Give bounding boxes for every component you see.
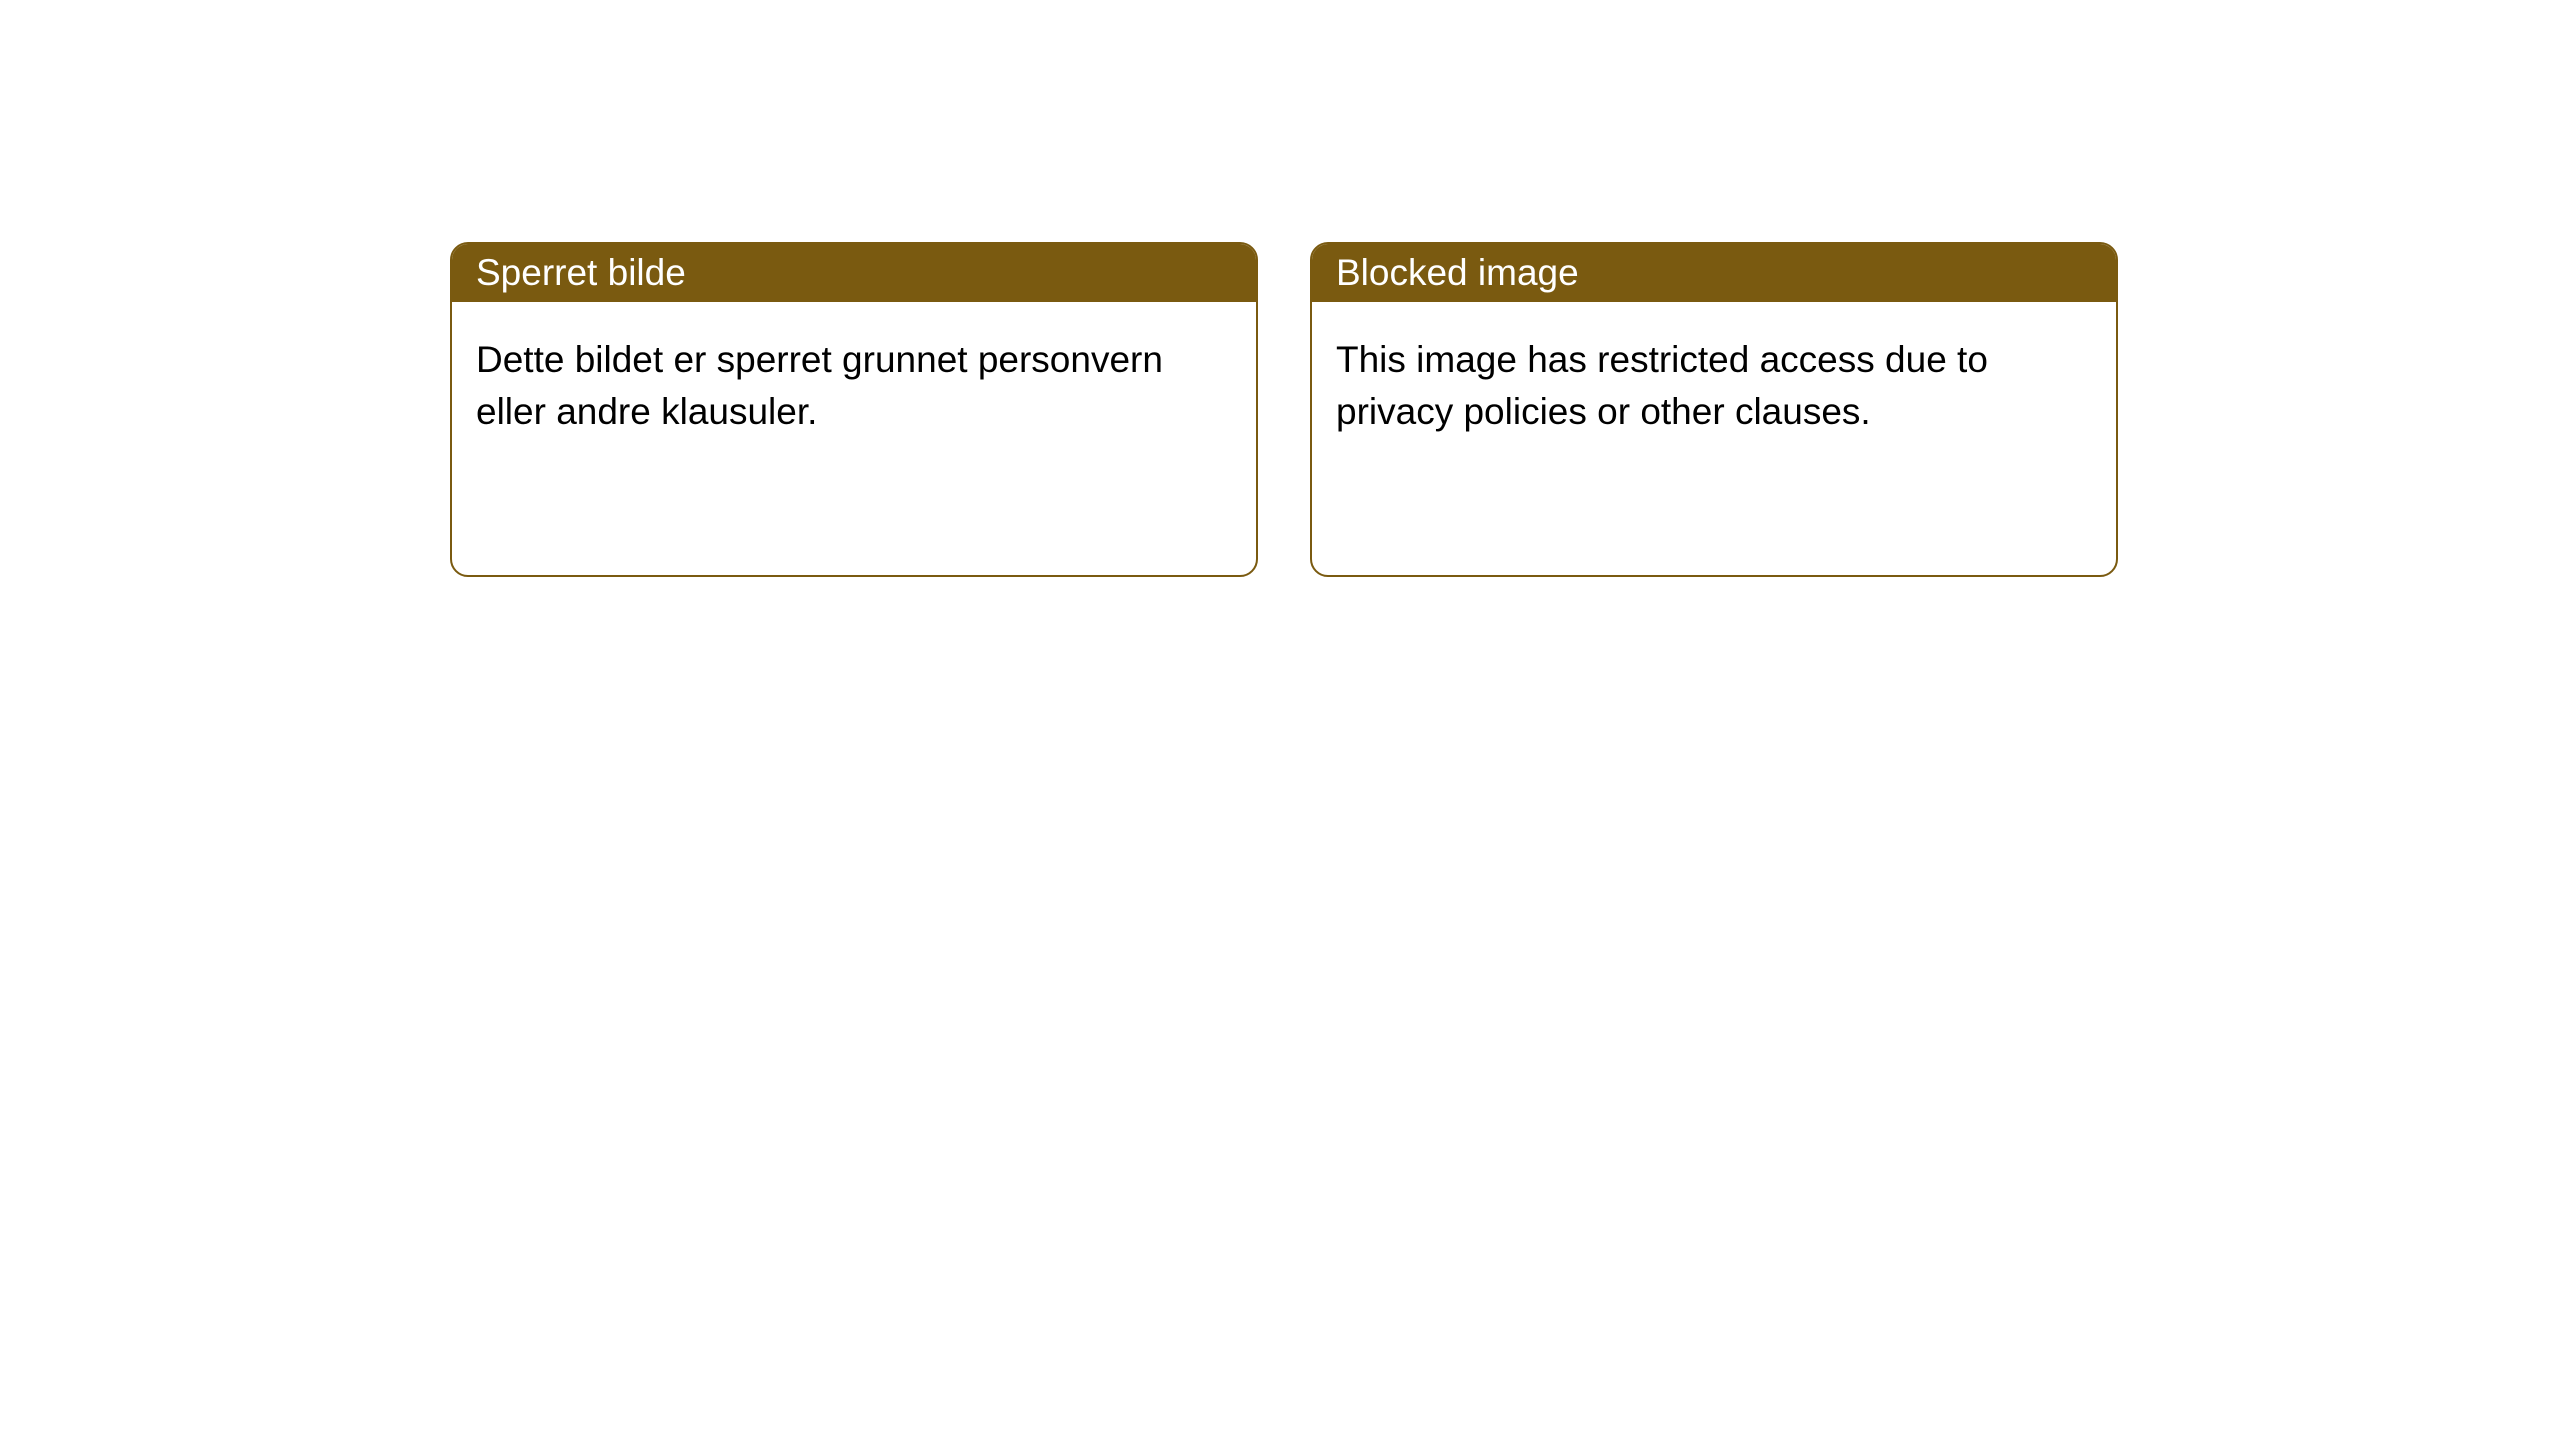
notice-title: Sperret bilde (476, 252, 686, 294)
notice-body: This image has restricted access due to … (1312, 302, 2116, 470)
notice-header: Blocked image (1312, 244, 2116, 302)
notice-message: This image has restricted access due to … (1336, 334, 2092, 438)
notice-header: Sperret bilde (452, 244, 1256, 302)
notice-card-english: Blocked image This image has restricted … (1310, 242, 2118, 577)
notice-message: Dette bildet er sperret grunnet personve… (476, 334, 1232, 438)
notice-body: Dette bildet er sperret grunnet personve… (452, 302, 1256, 470)
notice-container: Sperret bilde Dette bildet er sperret gr… (0, 0, 2560, 577)
notice-title: Blocked image (1336, 252, 1579, 294)
notice-card-norwegian: Sperret bilde Dette bildet er sperret gr… (450, 242, 1258, 577)
